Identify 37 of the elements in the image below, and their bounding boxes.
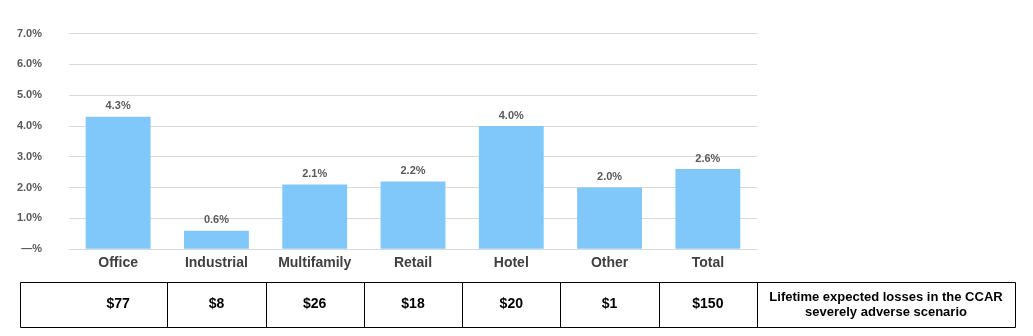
text: $1 bbox=[601, 295, 618, 312]
y-tick-label: 5.0% bbox=[16, 88, 43, 101]
x-tick-label: Total bbox=[691, 254, 725, 271]
data-label: 2.1% bbox=[302, 167, 328, 180]
bar bbox=[478, 126, 544, 249]
bar bbox=[282, 184, 348, 249]
bar bbox=[183, 230, 249, 249]
y-tick-label: 3.0% bbox=[16, 149, 43, 162]
y-tick-label: 1.0% bbox=[16, 211, 43, 224]
y-tick-label: 7.0% bbox=[16, 26, 43, 39]
data-label: 4.3% bbox=[105, 99, 131, 112]
text: $26 bbox=[303, 295, 327, 312]
text: $77 bbox=[106, 295, 131, 312]
x-tick-label: Multifamily bbox=[278, 254, 352, 271]
bar bbox=[675, 169, 741, 249]
x-tick-label: Office bbox=[98, 254, 139, 271]
y-tick-label: —% bbox=[21, 242, 43, 255]
y-tick-label: 2.0% bbox=[16, 180, 43, 193]
bar bbox=[577, 187, 643, 249]
bar bbox=[380, 181, 446, 249]
x-tick-label: Other bbox=[590, 254, 629, 271]
y-tick-label: 6.0% bbox=[16, 57, 43, 70]
data-label: 2.2% bbox=[400, 163, 426, 176]
data-label: 2.0% bbox=[597, 170, 623, 183]
bar bbox=[85, 116, 151, 249]
data-label: 0.6% bbox=[203, 213, 230, 226]
x-tick-label: Hotel bbox=[493, 254, 529, 271]
x-tick-label: Retail bbox=[393, 254, 433, 271]
y-tick-label: 4.0% bbox=[16, 119, 43, 132]
x-tick-label: Industrial bbox=[184, 254, 248, 271]
text: $20 bbox=[499, 295, 524, 312]
text: $18 bbox=[401, 295, 425, 312]
data-label: 4.0% bbox=[498, 108, 525, 121]
text: $8 bbox=[208, 295, 225, 312]
data-label: 2.6% bbox=[695, 151, 721, 164]
text: $150 bbox=[692, 295, 724, 312]
text: Lifetime expected losses in the CCAR severely adverse scenario bbox=[769, 288, 1004, 319]
